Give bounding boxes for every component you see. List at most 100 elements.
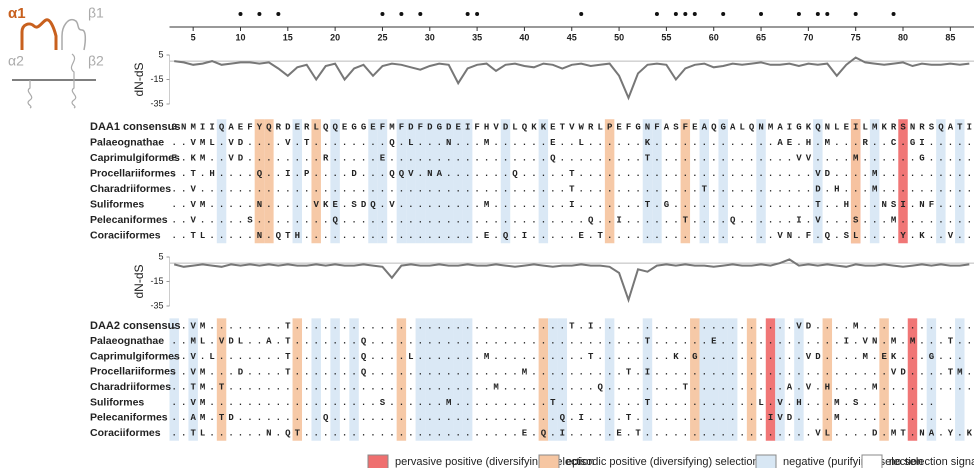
sequence: ..V.....S........Q......................… bbox=[172, 215, 974, 225]
sequence: ..T.H....Q..I.P....D...QQV.NA.......Q...… bbox=[172, 169, 974, 179]
selection-column bbox=[642, 318, 653, 441]
legend-label: episodic positive (diversifying) selecti… bbox=[566, 456, 759, 468]
species-label: Palaeognathae bbox=[90, 335, 164, 347]
selection-column bbox=[879, 318, 889, 441]
selection-column bbox=[538, 318, 549, 441]
selection-column bbox=[377, 119, 388, 244]
selection-column bbox=[368, 119, 378, 244]
selection-column bbox=[500, 119, 511, 244]
selected-site bbox=[238, 12, 243, 16]
selection-column bbox=[462, 119, 473, 244]
species-label: Suliformes bbox=[90, 198, 144, 210]
legend-label: pervasive positive (diversifying) select… bbox=[395, 456, 594, 468]
y-tick-label: 5 bbox=[158, 251, 163, 261]
y-tick-label: 5 bbox=[158, 49, 163, 59]
x-tick-label: 70 bbox=[803, 32, 813, 42]
species-label: Coraciiformes bbox=[90, 427, 161, 439]
selection-column bbox=[955, 318, 965, 441]
selection-column bbox=[557, 318, 568, 441]
y-tick-label: -35 bbox=[150, 98, 163, 108]
selected-site bbox=[825, 12, 830, 16]
icon-label: β1 bbox=[88, 5, 104, 21]
sequence: ..AM.TD.........Q.......................… bbox=[172, 413, 958, 423]
selected-site bbox=[465, 12, 470, 16]
selected-site bbox=[721, 12, 726, 16]
x-tick-label: 75 bbox=[851, 32, 861, 42]
selected-site bbox=[759, 12, 764, 16]
selection-column bbox=[396, 119, 407, 244]
selection-column bbox=[264, 119, 274, 244]
sequence: ..VM..................S......M..........… bbox=[172, 398, 939, 408]
selection-column bbox=[311, 119, 321, 244]
selection-column bbox=[292, 119, 303, 244]
legend-swatch bbox=[755, 454, 777, 468]
selection-column bbox=[813, 119, 823, 244]
selection-column bbox=[794, 318, 804, 441]
selected-site bbox=[380, 12, 385, 16]
x-tick-label: 45 bbox=[567, 32, 577, 42]
species-label: Charadriiformes bbox=[90, 381, 171, 393]
selection-column bbox=[746, 318, 757, 441]
selection-column bbox=[775, 318, 785, 441]
selected-site bbox=[891, 12, 896, 16]
x-tick-label: 35 bbox=[472, 32, 482, 42]
x-tick-label: 10 bbox=[235, 32, 245, 42]
sequence: ..TL......N.QT.......................E.Q… bbox=[172, 428, 974, 438]
selected-site bbox=[654, 12, 659, 16]
species-label: Suliformes bbox=[90, 396, 144, 408]
sequence: E.KM..VD........R.....E.................… bbox=[172, 153, 974, 163]
selection-column bbox=[548, 318, 558, 441]
selection-column bbox=[680, 119, 691, 244]
selection-column bbox=[406, 119, 416, 244]
x-tick-label: 20 bbox=[330, 32, 340, 42]
icon-label: α2 bbox=[8, 53, 24, 69]
beta2-shape bbox=[70, 53, 77, 109]
selection-column bbox=[216, 119, 227, 244]
alpha2-shape bbox=[27, 80, 33, 109]
x-tick-label: 25 bbox=[377, 32, 387, 42]
legend-swatch bbox=[538, 454, 560, 468]
selected-site bbox=[579, 12, 584, 16]
sequence: ..ML.VDL..A.T.......Q...................… bbox=[172, 337, 974, 347]
selection-column bbox=[869, 119, 880, 244]
sequence: ..TL.....N.QTH...................E.Q.I..… bbox=[172, 231, 974, 241]
selected-site bbox=[796, 12, 801, 16]
consensus-label: DAA2 consensus bbox=[90, 320, 180, 332]
selected-site bbox=[257, 12, 262, 16]
selected-site bbox=[673, 12, 678, 16]
x-tick-label: 65 bbox=[756, 32, 766, 42]
selected-site bbox=[815, 12, 820, 16]
selection-column bbox=[727, 318, 738, 441]
y-axis-label: dN-dS bbox=[132, 62, 146, 96]
sequence: ..VML.VD....V.T........Q.L...N...M......… bbox=[172, 138, 974, 148]
species-label: Charadriiformes bbox=[90, 183, 171, 195]
selection-column bbox=[699, 318, 709, 441]
y-tick-label: -15 bbox=[150, 276, 163, 286]
selection-column bbox=[642, 119, 653, 244]
selection-column bbox=[822, 318, 833, 441]
sequence: ..V.L.......T.......Q....L.......M......… bbox=[172, 352, 967, 362]
x-tick-label: 15 bbox=[283, 32, 293, 42]
selection-column bbox=[169, 318, 179, 441]
selection-column bbox=[415, 119, 426, 244]
x-tick-label: 40 bbox=[519, 32, 529, 42]
domain-icon: α1 β1 α2 β2 bbox=[8, 5, 104, 109]
consensus-label: DAA1 consensus bbox=[90, 121, 180, 133]
x-tick-label: 55 bbox=[661, 32, 671, 42]
sequence: ..TM.T............................M.....… bbox=[172, 383, 974, 393]
alpha1-shape bbox=[20, 18, 58, 50]
selection-column bbox=[850, 119, 861, 244]
species-label: Caprimulgiformes bbox=[90, 350, 180, 362]
selection-column bbox=[434, 119, 444, 244]
y-axis-label: dN-dS bbox=[132, 264, 146, 298]
y-tick-label: -35 bbox=[150, 300, 163, 310]
species-label: Coraciiformes bbox=[90, 229, 161, 241]
selected-site bbox=[853, 12, 858, 16]
sequence: ..VM.....N.....VKE.SDQ.V.........M......… bbox=[172, 200, 974, 210]
selected-site bbox=[418, 12, 423, 16]
selection-column bbox=[330, 119, 340, 244]
dnds-line bbox=[173, 258, 970, 304]
selection-column bbox=[718, 318, 728, 441]
selection-column bbox=[425, 318, 435, 441]
